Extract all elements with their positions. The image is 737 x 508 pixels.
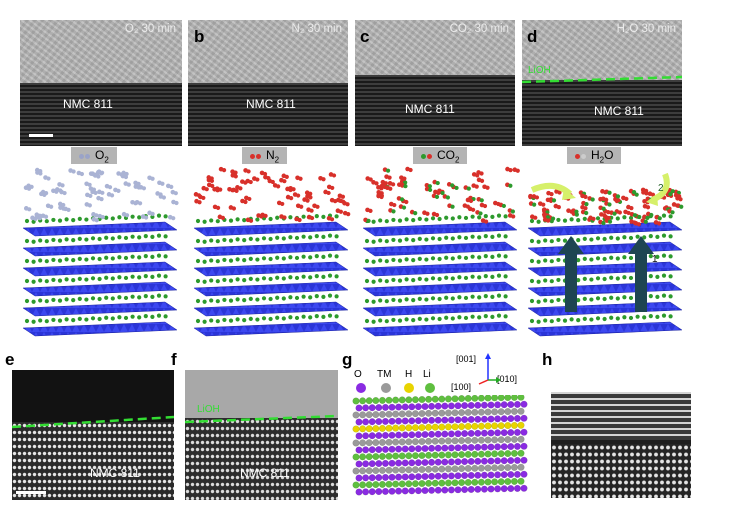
- tem-image-c: CO₂ 30 min NMC 811: [355, 20, 515, 146]
- panel-letter-g: g: [342, 350, 353, 369]
- material-label-d: NMC 811: [594, 104, 644, 118]
- crystal-model-g: [352, 395, 528, 496]
- haadf-image-e: NMC 811: [12, 370, 174, 500]
- condition-label-a: O₂ 30 min: [124, 23, 176, 35]
- simulation-snapshot-a: [22, 167, 179, 337]
- panel-letter-c: c: [360, 27, 370, 46]
- material-label-f: NMC 811: [240, 466, 290, 480]
- legend-label-h: H: [405, 369, 413, 380]
- panel-letter-h: h: [542, 350, 553, 369]
- legend-ball-o: [356, 383, 366, 393]
- simulation-snapshot-d: 21: [527, 172, 684, 337]
- panel-letter-f: f: [171, 350, 177, 369]
- condition-label-c: CO₂ 30 min: [449, 23, 509, 35]
- legend-label-li: Li: [423, 369, 431, 380]
- simulation-row: 21: [22, 166, 684, 337]
- tem-image-b: N₂ 30 min NMC 811: [188, 20, 348, 146]
- axis-label-010: [010]: [497, 374, 518, 384]
- interface-line-e: [12, 415, 174, 429]
- interface-line-f: [185, 414, 338, 424]
- panel-letter-b: b: [194, 27, 205, 46]
- axis-label-001: [001]: [456, 354, 477, 364]
- scale-bar-e: [16, 491, 46, 494]
- arrow-label-1: 1: [652, 254, 658, 265]
- tem-image-d: H₂O 30 min LiOH NMC 811: [522, 20, 682, 146]
- legend-label-tm: TM: [377, 369, 392, 380]
- simulation-snapshot-b: [193, 166, 351, 337]
- interface-line-d: [522, 75, 682, 84]
- lioh-label-f: LiOH: [197, 404, 220, 415]
- legend-ball-tm: [381, 383, 391, 393]
- condition-label-d: H₂O 30 min: [616, 23, 676, 35]
- material-label-b: NMC 811: [246, 97, 296, 111]
- condition-label-b: N₂ 30 min: [291, 23, 342, 35]
- panel-letter-e: e: [5, 350, 15, 369]
- gas-label-d: H2O: [567, 147, 622, 164]
- material-label-a: NMC 811: [63, 97, 113, 111]
- gas-label-b: N2: [242, 147, 288, 164]
- legend-ball-h: [404, 383, 414, 393]
- gas-label-c: CO2: [413, 147, 468, 164]
- crystal-axes-icon: [478, 353, 501, 385]
- lioh-label-d: LiOH: [528, 65, 551, 76]
- tem-image-a: O₂ 30 min NMC 811: [20, 20, 182, 146]
- scale-bar-a: [29, 134, 53, 137]
- material-label-c: NMC 811: [405, 102, 455, 116]
- axis-label-100: [100]: [451, 382, 472, 392]
- legend-label-o: O: [354, 369, 362, 380]
- arrow-label-2: 2: [658, 183, 664, 194]
- gas-label-a: O2: [71, 147, 117, 164]
- simulated-image-h: [551, 392, 691, 498]
- haadf-image-f: LiOH NMC 811: [185, 370, 338, 500]
- legend-ball-li: [425, 383, 435, 393]
- panel-letter-d: d: [527, 27, 538, 46]
- material-label-e: NMC 811: [90, 466, 140, 480]
- simulation-snapshot-c: [362, 166, 520, 337]
